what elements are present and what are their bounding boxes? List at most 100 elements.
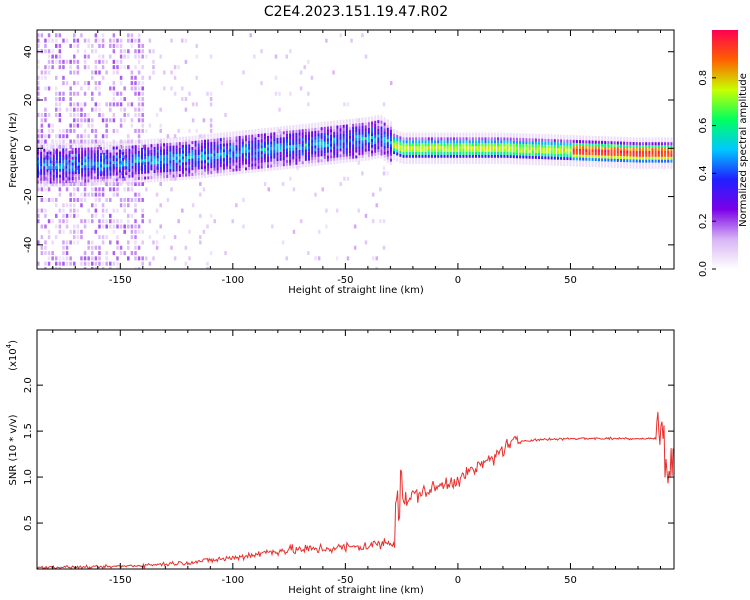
spectrogram-band-cell <box>292 162 295 166</box>
spectrogram-band-cell <box>200 140 203 144</box>
spectrogram-band-cell <box>556 148 559 151</box>
spectrogram-band-cell <box>74 176 77 180</box>
spectrogram-band-cell <box>109 172 112 176</box>
spectrogram-band-cell <box>421 143 424 147</box>
spectrogram-band-cell <box>289 156 292 160</box>
spectrogram-band-cell <box>112 172 115 176</box>
spectrogram-noise-cell <box>47 150 51 155</box>
spectrogram-band-cell <box>452 143 455 147</box>
spectrogram-band-cell <box>106 155 109 159</box>
spectrogram-band-cell <box>153 146 156 150</box>
spectrogram-noise-cell <box>116 219 119 224</box>
spectrogram-band-cell <box>260 151 263 155</box>
spectrogram-band-cell <box>635 145 638 149</box>
spectrogram-noise-cell <box>51 49 54 54</box>
spectrogram-band-cell <box>263 162 266 166</box>
spectrogram-noise-cell <box>47 49 51 54</box>
spectrogram-band-cell <box>320 150 323 154</box>
spectrogram-noise-cell <box>299 86 303 91</box>
spectrogram-band-cell <box>273 155 276 159</box>
spectrogram-band-cell <box>512 143 515 147</box>
spectrogram-band-cell <box>459 151 462 155</box>
spectrogram-noise-cell <box>87 43 90 48</box>
spectrogram-band-cell <box>575 157 578 161</box>
spectrogram-band-cell <box>222 149 225 153</box>
spectrogram-noise-cell <box>76 197 80 202</box>
spectrogram-noise-cell <box>47 123 51 128</box>
spectrogram-noise-cell <box>83 128 87 133</box>
spectrogram-band-cell <box>295 153 298 157</box>
spectrogram-noise-cell <box>141 81 144 86</box>
spectrogram-band-cell <box>172 159 175 163</box>
spectrogram-noise-cell <box>116 91 119 96</box>
spectrogram-noise-cell <box>191 102 195 107</box>
spectrogram-noise-cell <box>44 182 47 187</box>
spectrogram-band-cell <box>279 149 282 153</box>
spectrogram-band-cell <box>59 177 62 181</box>
spectrogram-band-cell <box>77 159 80 163</box>
spectrogram-band-cell <box>279 160 282 164</box>
spectrogram-band-cell <box>178 145 181 149</box>
spectrogram-band-cell <box>591 155 594 159</box>
spectrogram-band-cell <box>371 124 374 128</box>
spectrogram-noise-cell <box>123 65 126 70</box>
spectrogram-band-cell <box>169 151 172 155</box>
spectrogram-band-cell <box>367 125 370 129</box>
spectrogram-band-cell <box>430 143 433 147</box>
spectrogram-band-cell <box>348 150 351 154</box>
spectrogram-band-cell <box>65 159 68 163</box>
spectrogram-band-cell <box>84 179 87 183</box>
spectrogram-band-cell <box>49 177 52 181</box>
spectrogram-noise-cell <box>94 70 98 75</box>
spectrogram-noise-cell <box>109 219 112 224</box>
spectrogram-band-cell <box>367 130 370 134</box>
spectrogram-band-cell <box>393 142 396 146</box>
spectrogram-band-cell <box>651 142 654 146</box>
spectrogram-band-cell <box>191 167 194 171</box>
spectrogram-noise-cell <box>170 38 173 43</box>
spectrogram-band-cell <box>263 144 266 148</box>
spectrogram-noise-cell <box>177 160 180 165</box>
spectrogram-noise-cell <box>184 59 188 64</box>
spectrogram-noise-cell <box>112 112 116 117</box>
spectrogram-band-cell <box>336 145 339 149</box>
spectrogram-band-cell <box>282 154 285 158</box>
spectrogram-band-cell <box>607 152 610 156</box>
spectrogram-band-cell <box>267 135 270 139</box>
spectrogram-band-cell <box>244 135 247 139</box>
spectrogram-band-cell <box>383 154 386 158</box>
spectrogram-band-cell <box>65 154 68 158</box>
spectrogram-band-cell <box>352 123 355 127</box>
spectrogram-band-cell <box>241 144 244 148</box>
spectrogram-band-cell <box>153 167 156 171</box>
spectrogram-band-cell <box>317 147 320 151</box>
spectrogram-band-cell <box>475 137 478 141</box>
spectrogram-band-cell <box>289 162 292 166</box>
spectrogram-band-cell <box>304 155 307 159</box>
spectrogram-band-cell <box>304 137 307 141</box>
spectrogram-band-cell <box>544 147 547 151</box>
spectrogram-noise-cell <box>130 86 134 91</box>
spectrogram-band-cell <box>185 159 188 163</box>
spectrogram-noise-cell <box>55 213 58 218</box>
spectrogram-noise-cell <box>159 128 162 133</box>
spectrogram-noise-cell <box>206 261 209 266</box>
spectrogram-band-cell <box>285 139 288 143</box>
spectrogram-band-cell <box>377 125 380 129</box>
spectrogram-band-cell <box>181 144 184 148</box>
spectrogram-noise-cell <box>58 134 62 139</box>
spectrogram-noise-cell <box>177 219 180 224</box>
spectrogram-noise-cell <box>101 112 105 117</box>
spectrogram-band-cell <box>339 145 342 149</box>
spectrogram-band-cell <box>254 134 257 138</box>
spectrogram-band-cell <box>140 162 143 166</box>
spectrogram-band-cell <box>144 161 147 165</box>
spectrogram-band-cell <box>90 164 93 168</box>
spectrogram-band-cell <box>566 154 569 158</box>
spectrogram-band-cell <box>355 146 358 150</box>
spectrogram-band-cell <box>585 154 588 158</box>
spectrogram-noise-cell <box>62 256 65 261</box>
spectrogram-noise-cell <box>148 219 152 224</box>
spectrogram-noise-cell <box>141 97 144 102</box>
